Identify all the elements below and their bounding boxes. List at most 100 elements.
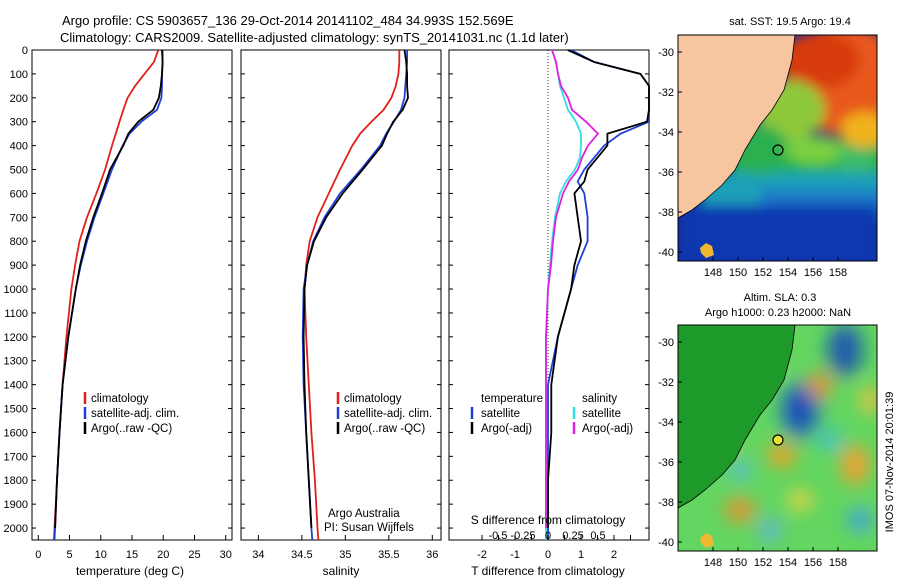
x-tick-label: 35.5: [378, 549, 399, 561]
depth-tick-label: 0: [22, 45, 28, 57]
island: [700, 243, 714, 258]
lon-tick-label: 152: [754, 557, 772, 569]
lat-tick-label: -34: [658, 127, 674, 139]
x-tick-label: 5: [66, 549, 72, 561]
island: [700, 533, 714, 548]
lat-tick-label: -36: [658, 457, 674, 469]
depth-tick-label: 1900: [4, 499, 28, 511]
temperature-panel-frame: [31, 49, 233, 541]
series-line-argo-raw-qc-: [54, 49, 164, 529]
difference-curves: [545, 49, 650, 540]
s-diff-x-ticks: -0.5 -0.25 0 0.25 0.5: [489, 530, 606, 542]
x-tick-label: 20: [157, 549, 169, 561]
lat-tick-label: -30: [658, 47, 674, 59]
s-diff-axis-label: S difference from climatology: [471, 513, 626, 527]
lon-tick-label: 150: [729, 267, 747, 279]
temperature-axis-label: temperature (deg C): [76, 564, 184, 578]
depth-tick-label: 500: [10, 165, 28, 177]
depth-tick-label: 1700: [4, 451, 28, 463]
salinity-legend: climatology satellite-adj. clim. Argo(..…: [336, 392, 432, 435]
depth-tick-label: 300: [10, 117, 28, 129]
x-tick-label: 25: [188, 549, 200, 561]
x-tick-label: 2: [611, 549, 617, 561]
lat-tick-label: -40: [658, 537, 674, 549]
lon-tick-label: 148: [704, 557, 722, 569]
sla-map-title-1: Altim. SLA: 0.3: [744, 292, 817, 304]
lon-tick-label: 156: [804, 267, 822, 279]
x-tick-label: 1: [578, 549, 584, 561]
series-line-t-satellite: [547, 49, 650, 540]
depth-tick-label: 1400: [4, 380, 28, 392]
series-line-s-satellite: [545, 49, 582, 540]
x-tick-label: -0.25: [510, 530, 535, 542]
lon-tick-label: 150: [729, 557, 747, 569]
salinity-curves: [301, 49, 409, 541]
legend-label-satellite: satellite-adj. clim.: [344, 408, 432, 420]
depth-tick-label: 400: [10, 141, 28, 153]
lat-tick-label: -30: [658, 337, 674, 349]
lon-tick-label: 158: [829, 557, 847, 569]
lon-tick-label: 152: [754, 267, 772, 279]
credit-line-1: Argo Australia: [328, 508, 400, 520]
depth-tick-label: 200: [10, 93, 28, 105]
depth-tick-label: 900: [10, 260, 28, 272]
t-diff-axis-label: T difference from climatology: [471, 564, 625, 578]
lon-tick-label: 154: [779, 557, 797, 569]
lon-tick-label: 148: [704, 267, 722, 279]
salinity-x-ticks: 34 34.5 35 35.5 36: [252, 535, 438, 561]
x-tick-label: -2: [477, 549, 487, 561]
x-tick-label: 15: [126, 549, 138, 561]
depth-tick-label: 1200: [4, 332, 28, 344]
depth-tick-label: 1800: [4, 475, 28, 487]
sla-map-title-2: Argo h1000: 0.23 h2000: NaN: [705, 307, 851, 319]
legend-heading-temperature: temperature: [481, 393, 543, 405]
land-mass: [678, 35, 795, 218]
series-line-climatology: [303, 50, 401, 541]
x-tick-label: 0: [545, 530, 551, 542]
float-location-marker: [772, 144, 784, 156]
difference-legend: temperature satellite Argo(-adj) salinit…: [470, 393, 633, 435]
t-diff-x-ticks: -2 -1 0 1 2: [477, 535, 631, 561]
credit-line-2: PI: Susan Wijffels: [324, 522, 414, 534]
depth-tick-label: 700: [10, 212, 28, 224]
x-tick-label: -0.5: [489, 530, 508, 542]
lat-tick-label: -38: [658, 207, 674, 219]
legend-label-satellite: satellite-adj. clim.: [91, 408, 179, 420]
header-line-2: Climatology: CARS2009. Satellite-adjuste…: [60, 30, 569, 45]
x-tick-label: 0: [545, 549, 551, 561]
x-tick-label: -1: [510, 549, 520, 561]
depth-tick-label: 1500: [4, 404, 28, 416]
series-line-s-argo-adj-: [545, 49, 600, 528]
lat-tick-label: -34: [658, 417, 674, 429]
lon-tick-label: 158: [829, 267, 847, 279]
legend-label-argo: Argo(..raw -QC): [344, 423, 425, 435]
sla-map-frame: [677, 324, 878, 552]
series-line-climatology: [53, 49, 160, 541]
lon-tick-label: 156: [804, 557, 822, 569]
depth-tick-label: 100: [10, 69, 28, 81]
depth-axis: 0 100 200 300 400 500 600 700 800 900 1000 1100 1200…: [4, 45, 649, 535]
imos-stamp: IMOS 07-Nov-2014 20:01:39: [884, 392, 896, 533]
legend-heading-salinity: salinity: [582, 393, 617, 405]
sst-map: [678, 35, 877, 261]
x-tick-label: 36: [426, 549, 438, 561]
x-tick-label: 34: [252, 549, 264, 561]
depth-tick-label: 1300: [4, 356, 28, 368]
depth-tick-label: 1100: [4, 308, 28, 320]
depth-tick-label: 600: [10, 188, 28, 200]
x-tick-label: 35: [339, 549, 351, 561]
temperature-curves: [53, 49, 164, 541]
land-mass: [678, 325, 795, 508]
salinity-axis-label: salinity: [323, 564, 360, 578]
sla-map-ticks: 148 150 152 154 156 158 -30 -32 -34 -36 -38 -40: [658, 337, 847, 569]
legend-label-s-argo: Argo(-adj): [582, 423, 633, 435]
lat-tick-label: -38: [658, 497, 674, 509]
sst-map-frame: [677, 34, 878, 262]
depth-tick-label: 2000: [4, 523, 28, 535]
legend-label-climatology: climatology: [344, 393, 402, 405]
legend-label-climatology: climatology: [91, 393, 149, 405]
salinity-panel-frame: [240, 49, 442, 541]
legend-label-argo: Argo(..raw -QC): [91, 423, 172, 435]
